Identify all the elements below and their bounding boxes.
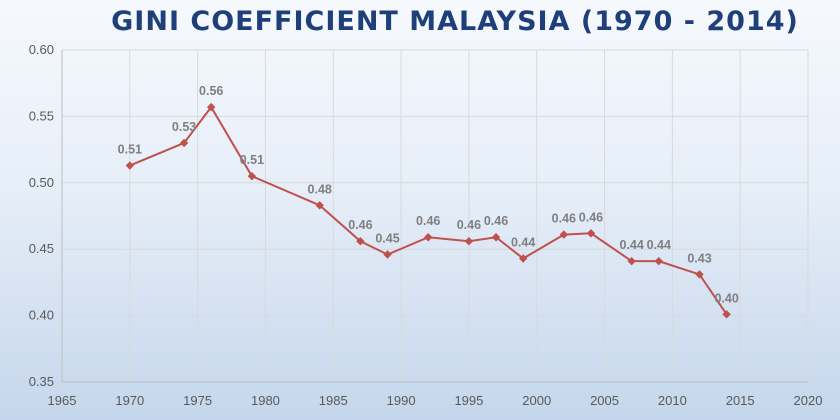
data-label: 0.46 xyxy=(579,210,603,224)
data-label: 0.45 xyxy=(375,232,399,246)
data-point xyxy=(464,237,474,246)
data-point xyxy=(125,161,135,170)
data-point xyxy=(627,256,636,266)
data-point xyxy=(315,201,324,210)
data-series xyxy=(125,102,731,319)
data-point xyxy=(207,102,216,112)
data-label: 0.51 xyxy=(118,143,142,157)
data-point xyxy=(247,171,257,181)
y-tick-label: 0.60 xyxy=(29,42,54,57)
x-tick-label: 1970 xyxy=(115,393,144,408)
x-tick-label: 1990 xyxy=(387,393,416,408)
data-point xyxy=(424,233,433,242)
data-label: 0.46 xyxy=(552,212,576,226)
y-tick-label: 0.55 xyxy=(29,108,54,123)
data-point xyxy=(491,233,501,242)
y-tick-label: 0.45 xyxy=(29,241,54,256)
x-tick-label: 1965 xyxy=(48,393,77,408)
data-label: 0.46 xyxy=(348,218,372,232)
data-label: 0.46 xyxy=(484,214,508,228)
series-line xyxy=(129,105,728,315)
data-label: 0.44 xyxy=(511,235,535,249)
x-tick-label: 2005 xyxy=(590,393,619,408)
data-point xyxy=(654,256,663,266)
data-point xyxy=(695,270,704,279)
x-tick-label: 2020 xyxy=(794,393,823,408)
data-point xyxy=(383,250,392,259)
data-label: 0.46 xyxy=(457,218,481,232)
x-tick-label: 2000 xyxy=(522,393,551,408)
axes: 0.35 0.40 0.45 0.50 0.55 0.60 1965 1970 1975 1980… xyxy=(29,42,823,408)
x-tick-label: 2010 xyxy=(658,393,687,408)
data-label: 0.43 xyxy=(687,251,711,265)
data-label: 0.46 xyxy=(416,214,440,228)
data-point xyxy=(722,310,731,319)
data-point xyxy=(586,229,596,238)
data-labels: 0.510.530.560.510.480.460.450.46 0.46 0.46… xyxy=(118,84,739,305)
data-point xyxy=(518,254,528,263)
data-label: 0.44 xyxy=(620,238,644,252)
y-tick-label: 0.50 xyxy=(29,175,54,190)
y-tick-label: 0.35 xyxy=(29,374,54,389)
data-label: 0.51 xyxy=(240,153,264,167)
data-label: 0.40 xyxy=(714,291,738,305)
data-label: 0.48 xyxy=(308,182,332,196)
gridlines xyxy=(61,49,809,383)
data-point xyxy=(179,138,189,148)
x-tick-label: 1995 xyxy=(454,393,483,408)
data-label: 0.56 xyxy=(199,84,223,98)
data-label: 0.53 xyxy=(172,120,196,134)
x-tick-label: 1985 xyxy=(319,393,348,408)
chart-title: GINI COEFFICIENT MALAYSIA (1970 - 2014) xyxy=(111,6,799,37)
x-tick-label: 1980 xyxy=(251,393,280,408)
data-label: 0.44 xyxy=(647,238,671,252)
x-tick-label: 2015 xyxy=(726,393,755,408)
data-point xyxy=(356,237,365,246)
x-tick-label: 1975 xyxy=(183,393,212,408)
y-tick-label: 0.40 xyxy=(29,308,54,323)
data-point xyxy=(559,230,569,239)
